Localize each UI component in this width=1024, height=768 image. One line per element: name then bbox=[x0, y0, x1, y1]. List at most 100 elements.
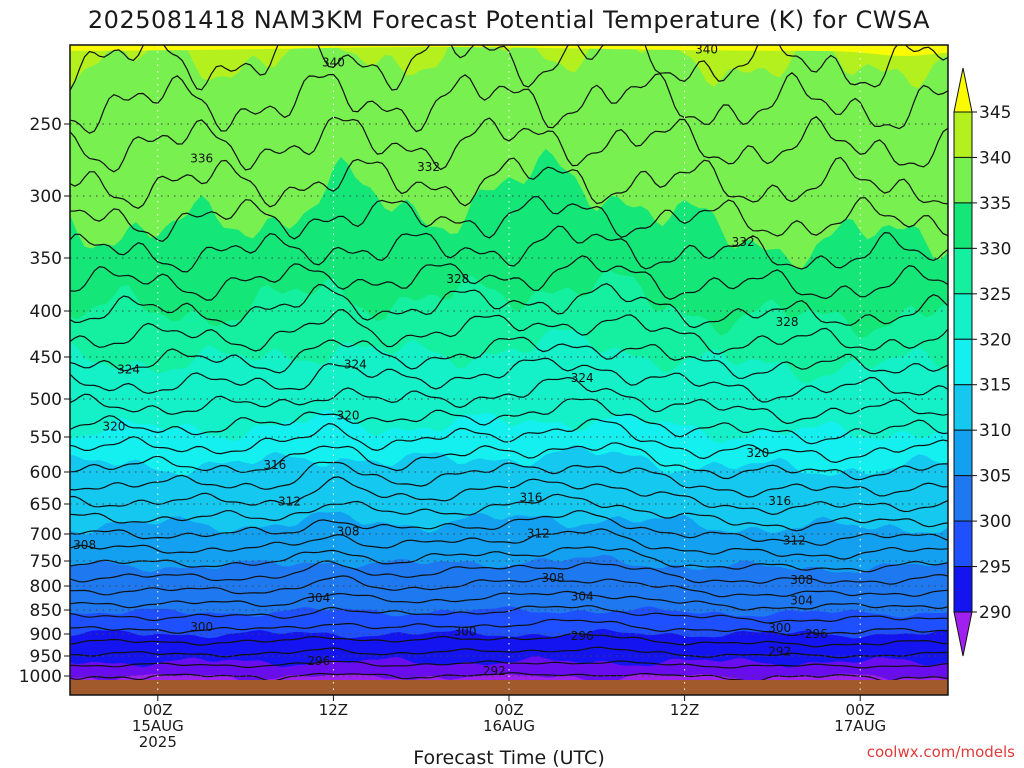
x-tick-label: 12Z bbox=[319, 701, 348, 719]
contour-line bbox=[70, 672, 948, 683]
contour-line bbox=[70, 546, 948, 573]
y-tick-label: 250 bbox=[30, 115, 62, 135]
ground-terrain bbox=[70, 680, 948, 695]
contour-label: 328 bbox=[776, 315, 799, 329]
contour-label: 320 bbox=[337, 409, 360, 423]
chart-title: 2025081418 NAM3KM Forecast Potential Tem… bbox=[88, 6, 930, 34]
credit-text: coolwx.com/models bbox=[867, 743, 1015, 761]
colorbar-label: 315 bbox=[979, 376, 1011, 396]
contour-label: 324 bbox=[571, 371, 594, 385]
colorbar: 345 340 335 330 325 320 315 310 305 300 295 290 bbox=[953, 67, 1011, 657]
contour-label: 316 bbox=[263, 458, 286, 472]
colorbar-label: 290 bbox=[979, 603, 1011, 623]
contour-label: 300 bbox=[190, 620, 213, 634]
contour-line bbox=[70, 45, 948, 91]
contour-label: 296 bbox=[805, 627, 828, 641]
colorbar-label: 305 bbox=[979, 467, 1011, 487]
y-tick-label: 350 bbox=[30, 249, 62, 269]
colorbar-top-arrow bbox=[953, 67, 973, 113]
colorbar-label: 345 bbox=[979, 103, 1011, 123]
colorbar-segment bbox=[953, 429, 973, 477]
contour-label: 308 bbox=[337, 525, 360, 539]
colorbar-segment bbox=[953, 384, 973, 431]
x-tick-label: 2025 bbox=[139, 733, 177, 751]
contour-label: 300 bbox=[454, 625, 477, 639]
contour-line bbox=[70, 72, 948, 134]
contour-line bbox=[70, 116, 948, 173]
x-tick-label: 00Z bbox=[494, 701, 523, 719]
y-tick-label: 800 bbox=[30, 577, 62, 597]
y-tick-label: 700 bbox=[30, 525, 62, 545]
y-tick-label: 900 bbox=[30, 625, 62, 645]
y-tick-label: 600 bbox=[30, 463, 62, 483]
y-tick-label: 750 bbox=[30, 552, 62, 572]
contour-line bbox=[70, 156, 948, 209]
contour-line bbox=[70, 590, 948, 611]
contour-line bbox=[70, 646, 948, 659]
contour-label: 300 bbox=[768, 621, 791, 635]
colorbar-segment bbox=[953, 293, 973, 340]
contour-line bbox=[70, 493, 948, 532]
colorbar-label: 295 bbox=[979, 558, 1011, 578]
y-tick-label: 400 bbox=[30, 302, 62, 322]
colorbar-label: 300 bbox=[979, 512, 1011, 532]
contour-label: 296 bbox=[571, 629, 594, 643]
x-tick-label: 00Z bbox=[143, 701, 172, 719]
contour-line bbox=[70, 376, 948, 425]
colorbar-label: 330 bbox=[979, 239, 1011, 259]
colorbar-segment bbox=[953, 520, 973, 568]
x-tick-label: 15AUG bbox=[132, 717, 184, 735]
colorbar-segment bbox=[953, 202, 973, 249]
colorbar-label: 335 bbox=[979, 194, 1011, 214]
axes: 250 300 350 400 450 500 550 600 650 700 750 800 850 9… bbox=[19, 44, 949, 751]
x-tick-label: 12Z bbox=[670, 701, 699, 719]
contour-label: 292 bbox=[483, 664, 506, 678]
contour-label: 292 bbox=[768, 645, 791, 659]
contour-line bbox=[70, 461, 948, 498]
contour-label: 320 bbox=[102, 419, 125, 433]
contour-label: 312 bbox=[783, 533, 806, 547]
colorbar-segment bbox=[953, 338, 973, 386]
colorbar-segment bbox=[953, 566, 973, 613]
contour-label: 308 bbox=[73, 538, 96, 552]
colorbar-label: 320 bbox=[979, 330, 1011, 350]
contour-line bbox=[70, 575, 948, 598]
y-tick-label: 550 bbox=[30, 428, 62, 448]
contour-label: 308 bbox=[790, 573, 813, 587]
contour-label: 316 bbox=[768, 494, 791, 508]
y-tick-label: 300 bbox=[30, 187, 62, 207]
contour-line bbox=[70, 225, 948, 273]
contour-label: 304 bbox=[790, 593, 813, 607]
contour-line bbox=[70, 336, 948, 379]
colorbar-label: 325 bbox=[979, 285, 1011, 305]
contour-label: 340 bbox=[695, 43, 718, 57]
y-tick-label: 450 bbox=[30, 348, 62, 368]
colorbar-segment bbox=[953, 475, 973, 522]
contour-label: 312 bbox=[527, 526, 550, 540]
x-tick-label: 16AUG bbox=[483, 717, 535, 735]
colorbar-bottom-arrow bbox=[953, 611, 973, 657]
contour-label: 312 bbox=[278, 494, 301, 508]
contour-label: 336 bbox=[190, 152, 213, 166]
contour-line bbox=[70, 510, 948, 546]
contour-label: 332 bbox=[732, 235, 755, 249]
contour-label: 324 bbox=[344, 358, 367, 372]
contour-line bbox=[70, 560, 948, 585]
colorbar-label: 340 bbox=[979, 148, 1011, 168]
contour-label: 324 bbox=[117, 363, 140, 377]
colorbar-segment bbox=[953, 247, 973, 295]
contour-label: 320 bbox=[746, 446, 769, 460]
x-tick-label: 17AUG bbox=[834, 717, 886, 735]
contour-label: 296 bbox=[307, 654, 330, 668]
temperature-band-top bbox=[70, 45, 948, 56]
contour-line bbox=[70, 442, 948, 481]
contour-label: 316 bbox=[519, 491, 542, 505]
colorbar-segment bbox=[953, 111, 973, 158]
colorbar-label: 310 bbox=[979, 421, 1011, 441]
y-tick-label: 500 bbox=[30, 390, 62, 410]
contour-label: 328 bbox=[446, 272, 469, 286]
contour-line bbox=[70, 308, 948, 355]
colorbar-segment bbox=[953, 156, 973, 204]
